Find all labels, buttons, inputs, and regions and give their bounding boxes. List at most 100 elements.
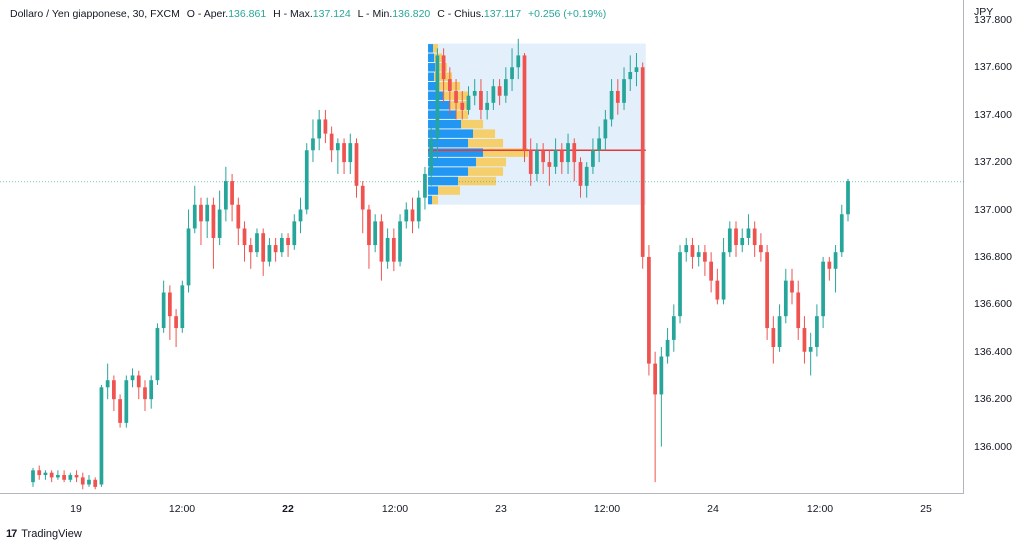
candle-body	[821, 261, 825, 317]
candle-body	[143, 387, 147, 400]
candle-body	[634, 67, 639, 73]
profile-bar-down	[438, 186, 461, 195]
candle-body	[479, 90, 483, 110]
candle-body	[404, 209, 409, 222]
candle-body	[130, 375, 135, 381]
candle-body	[846, 181, 850, 215]
profile-bar-down	[468, 138, 504, 148]
candle-body	[105, 380, 110, 388]
candle-body	[503, 79, 508, 96]
candle-body	[535, 150, 539, 174]
candle-body	[783, 280, 788, 317]
candle-body	[223, 181, 228, 210]
candle-body	[304, 150, 309, 210]
candle-body	[790, 280, 794, 293]
candle-body	[584, 166, 589, 186]
price-tick-label: 137.600	[974, 61, 1012, 74]
candle-body	[460, 102, 465, 110]
candle-body	[205, 204, 210, 222]
profile-bar-down	[432, 195, 439, 205]
candle-body	[435, 55, 440, 139]
candle-body	[696, 252, 701, 257]
candle-body	[217, 209, 222, 238]
profile-bar-up	[428, 63, 436, 72]
candle-body	[335, 143, 340, 151]
profile-bar-up	[428, 167, 469, 176]
time-tick-label: 12:00	[168, 503, 196, 515]
candle-body	[491, 86, 496, 103]
currency-label: JPY	[974, 6, 994, 18]
chart-area[interactable]: Dollaro / Yen giapponese, 30, FXCM O - A…	[0, 0, 964, 494]
candle-body	[609, 90, 614, 120]
candle-body	[373, 221, 378, 246]
candle-body	[348, 143, 353, 163]
candle-body	[267, 245, 272, 262]
profile-bar-up	[428, 72, 435, 81]
profile-bar-up	[428, 129, 474, 138]
candle-body	[242, 228, 247, 246]
profile-bar-up	[428, 148, 484, 157]
profile-bar-up	[428, 176, 459, 186]
candle-body	[149, 380, 154, 400]
time-tick-label: 19	[70, 503, 82, 515]
profile-bar-down	[458, 176, 497, 186]
price-tick-label: 136.800	[974, 250, 1012, 263]
change-value: +0.256 (+0.19%)	[527, 8, 607, 20]
candle-body	[186, 228, 191, 286]
price-tick-label: 136.400	[974, 345, 1012, 358]
candle-body	[87, 479, 91, 485]
time-axis[interactable]: 19 12:00 22 12:00 23 12:00 24 12:00 25	[0, 494, 964, 522]
candle-body	[286, 237, 290, 246]
candle-body	[211, 204, 216, 238]
price-tick-label: 136.200	[974, 393, 1012, 406]
candle-body	[354, 143, 359, 186]
candle-body	[765, 252, 769, 329]
candle-body	[155, 328, 160, 381]
time-tick-label: 12:00	[593, 503, 621, 515]
candle-body	[815, 316, 819, 348]
candle-body	[423, 173, 427, 198]
candle-body	[647, 256, 651, 364]
price-tick-label: 137.400	[974, 108, 1012, 121]
candle-body	[93, 479, 98, 487]
candle-body	[808, 347, 813, 352]
profile-bar-down	[483, 148, 529, 157]
price-chart[interactable]	[0, 0, 964, 494]
candle-body	[292, 221, 297, 246]
profile-bar-up	[428, 186, 439, 195]
candle-body	[367, 209, 371, 246]
time-tick-label: 23	[495, 503, 507, 515]
open-label: O - Aper.	[186, 8, 229, 20]
tradingview-footer[interactable]: 17 TradingView	[6, 528, 82, 540]
candle-body	[279, 237, 284, 253]
candle-body	[703, 252, 707, 262]
candle-body	[497, 86, 502, 96]
candle-body	[684, 245, 689, 253]
price-axis[interactable]: JPY 137.800 137.600 137.400 137.200 137.000 1…	[964, 0, 1024, 494]
candle-body	[740, 237, 745, 246]
candle-body	[56, 475, 60, 478]
candle-body	[485, 102, 490, 110]
symbol-name[interactable]: Dollaro / Yen giapponese, 30, FXCM	[10, 8, 180, 20]
candle-body	[690, 245, 695, 257]
candle-body	[653, 363, 658, 395]
candle-body	[640, 67, 645, 257]
candle-body	[236, 204, 241, 229]
candle-body	[659, 356, 664, 395]
candle-body	[441, 55, 446, 80]
price-tick-label: 137.800	[974, 13, 1012, 26]
time-tick-label: 22	[282, 503, 294, 515]
candle-body	[547, 162, 552, 167]
candle-body	[391, 237, 396, 262]
candle-body	[230, 181, 234, 205]
candle-body	[385, 237, 390, 262]
candle-body	[510, 67, 514, 80]
candle-body	[161, 292, 166, 329]
candle-body	[62, 475, 66, 480]
candle-body	[261, 233, 266, 262]
candle-body	[248, 245, 253, 253]
candle-body	[311, 138, 315, 151]
candle-body	[796, 292, 801, 329]
candle-body	[516, 55, 521, 68]
candle-body	[273, 245, 278, 253]
